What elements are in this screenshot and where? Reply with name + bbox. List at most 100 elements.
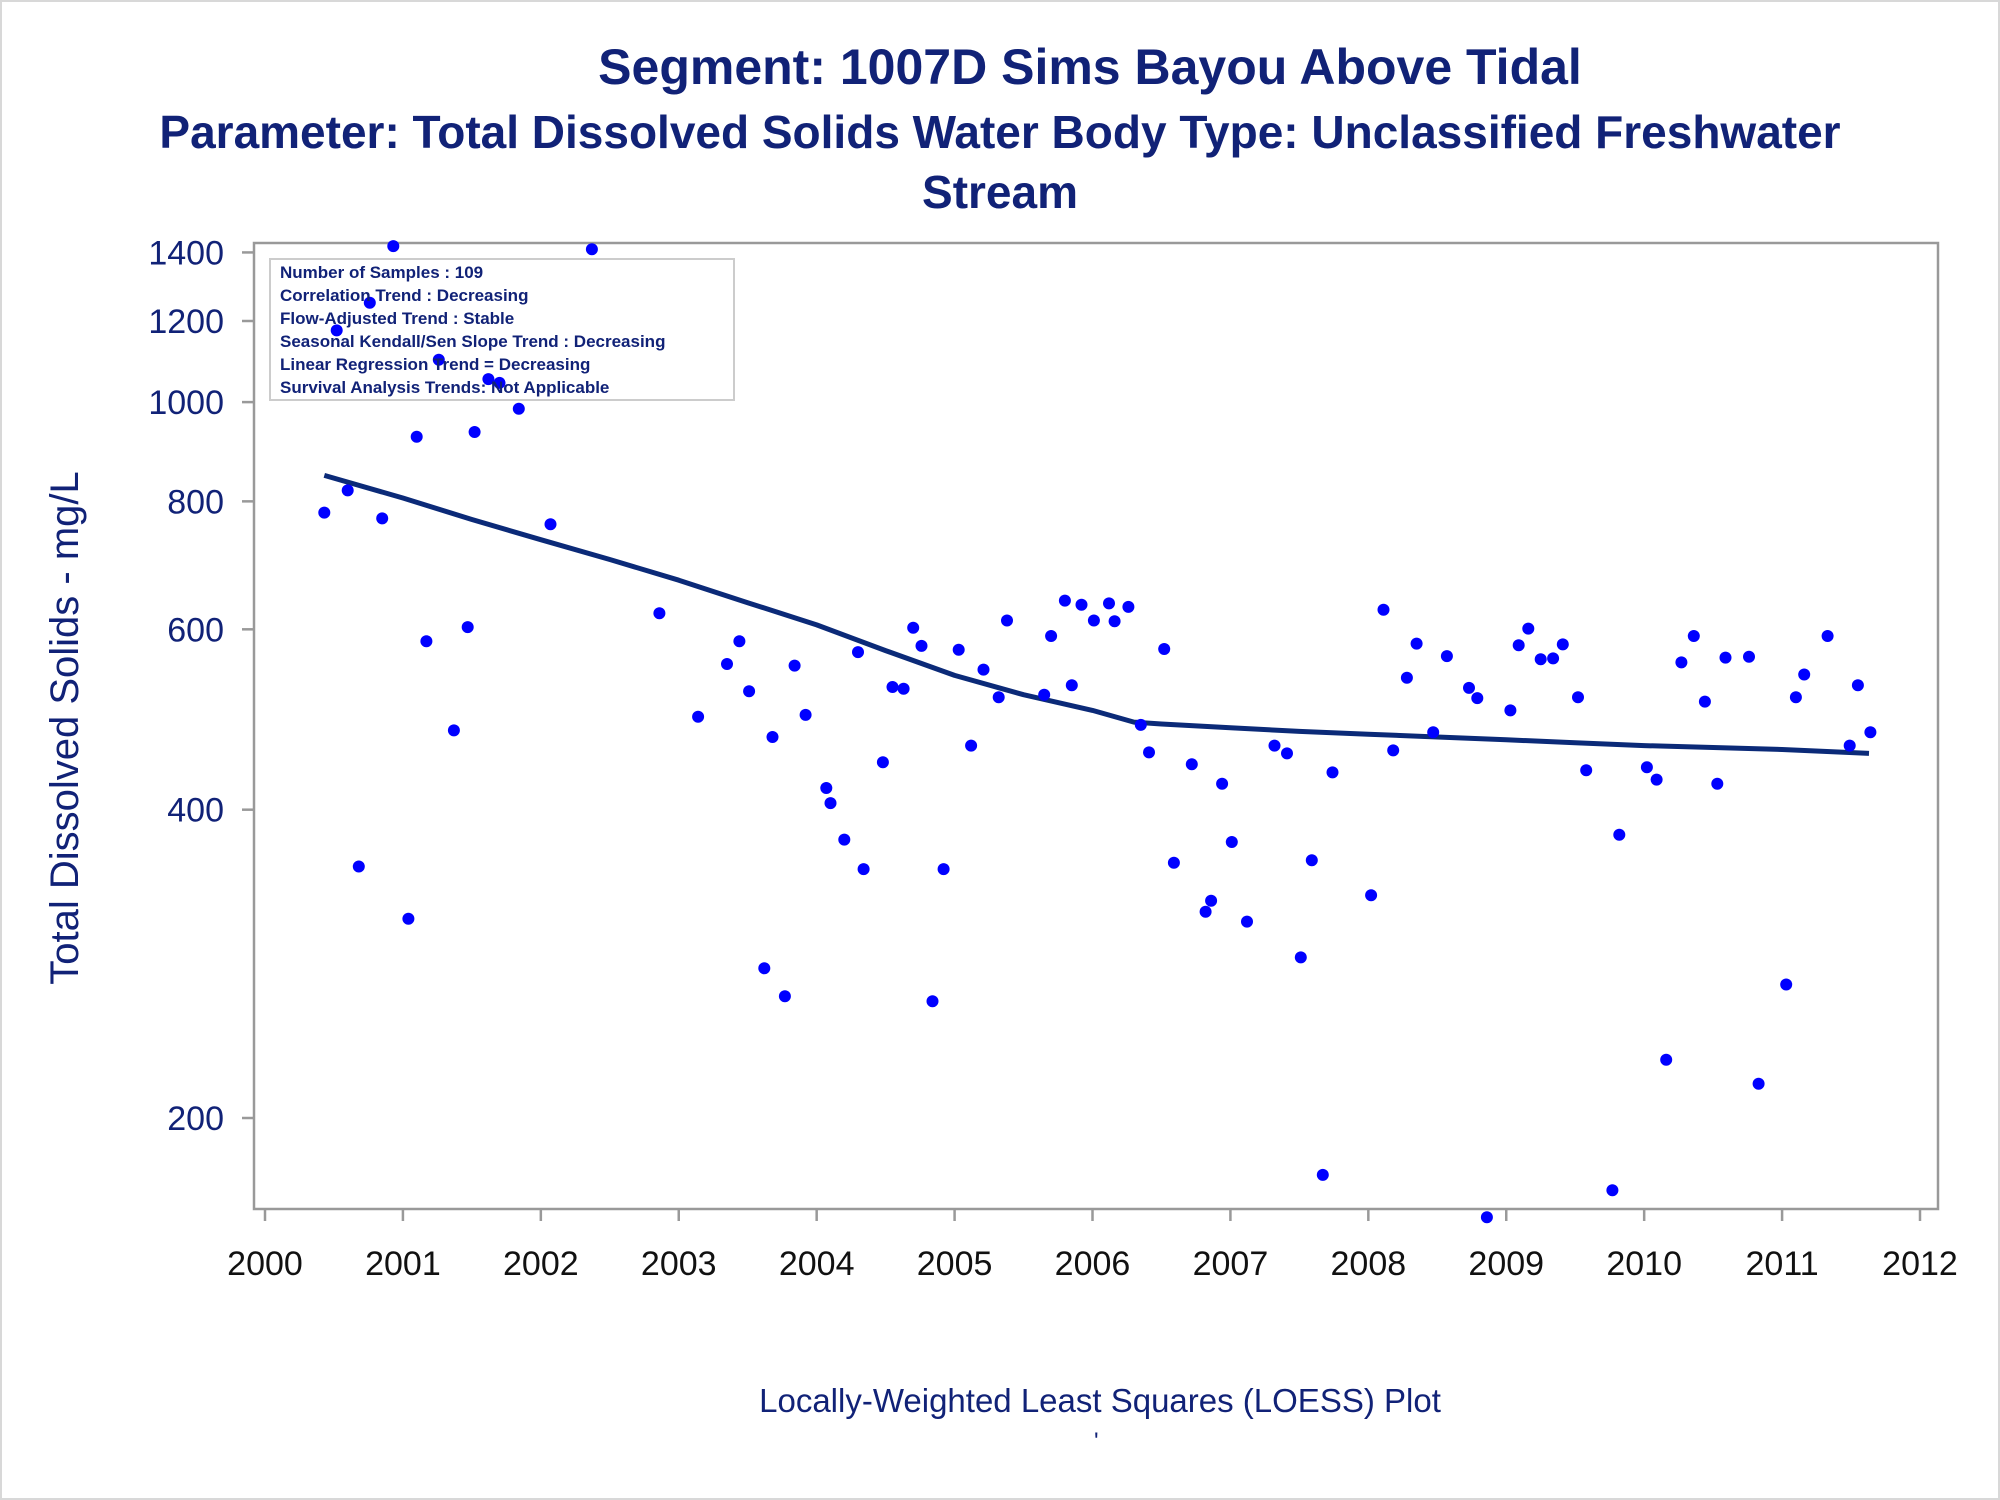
- data-point: [1719, 651, 1732, 664]
- data-point: [1711, 777, 1724, 790]
- footer-caption: Locally-Weighted Least Squares (LOESS) P…: [759, 1382, 1441, 1419]
- data-point: [1580, 764, 1593, 777]
- stats-line-correlation: Correlation Trend : Decreasing: [280, 286, 528, 305]
- data-point: [420, 635, 433, 648]
- data-point: [1103, 597, 1115, 610]
- data-point: [1241, 915, 1253, 928]
- y-tick-label: 1000: [148, 384, 224, 422]
- data-point: [1752, 1077, 1765, 1090]
- data-point: [1504, 704, 1517, 717]
- data-point: [352, 860, 365, 873]
- data-point: [915, 639, 928, 652]
- data-point: [1556, 638, 1569, 651]
- data-point: [1572, 691, 1584, 704]
- data-point: [1650, 773, 1663, 786]
- y-axis-label: Total Dissolved Solids - mg/L: [43, 471, 87, 985]
- data-point: [886, 681, 899, 693]
- data-point: [447, 724, 460, 737]
- data-point: [461, 621, 474, 634]
- data-point: [1365, 889, 1378, 902]
- data-point: [653, 607, 666, 620]
- data-point: [820, 782, 833, 794]
- loess-series: [323, 472, 1870, 756]
- plot-area: [252, 241, 1940, 1211]
- data-point: [937, 863, 950, 876]
- x-tick-label: 2001: [365, 1245, 441, 1283]
- data-point: [1065, 679, 1078, 692]
- data-point: [1843, 739, 1856, 752]
- data-point: [1205, 894, 1218, 907]
- data-point: [363, 296, 376, 309]
- data-point: [1780, 978, 1793, 991]
- data-point: [965, 739, 978, 752]
- data-point: [758, 962, 771, 975]
- data-point: [992, 691, 1005, 704]
- data-point: [1305, 854, 1318, 867]
- data-point: [926, 995, 939, 1008]
- data-point: [1675, 656, 1688, 669]
- data-point: [692, 710, 705, 723]
- y-tick-label: 400: [167, 792, 224, 830]
- data-point: [1660, 1053, 1673, 1066]
- data-point: [432, 353, 445, 366]
- data-point: [410, 430, 423, 443]
- data-point: [402, 912, 415, 925]
- y-tick-label: 800: [167, 483, 224, 521]
- data-point: [1225, 836, 1238, 848]
- data-point: [1326, 766, 1339, 779]
- data-point: [493, 376, 506, 389]
- data-point: [778, 990, 791, 1003]
- data-point: [852, 646, 864, 659]
- data-point: [1087, 614, 1100, 627]
- data-point: [1687, 630, 1700, 642]
- data-point: [977, 663, 990, 676]
- data-point: [1789, 691, 1802, 704]
- data-point: [1001, 614, 1013, 627]
- data-point: [1038, 688, 1051, 701]
- data-point: [1400, 671, 1413, 684]
- data-point: [1821, 630, 1834, 642]
- stats-box: Number of Samples : 109 Correlation Tren…: [269, 258, 735, 401]
- chart-subtitle-continued: Stream: [922, 166, 1078, 218]
- y-tick-label: 200: [167, 1100, 224, 1138]
- data-point: [1640, 761, 1653, 774]
- data-point: [318, 506, 331, 519]
- data-point: [1512, 639, 1525, 652]
- data-point: [1216, 777, 1229, 790]
- data-point: [876, 756, 889, 769]
- data-point: [1471, 692, 1484, 705]
- stats-line-survival: Survival Analysis Trends: Not Applicable: [280, 378, 609, 397]
- x-tick-label: 2000: [227, 1245, 303, 1283]
- data-point: [1480, 1211, 1493, 1224]
- y-axis: 200 400 600 800 1000 1200 1400: [148, 234, 254, 1138]
- data-point: [1743, 650, 1755, 663]
- data-point: [330, 324, 343, 337]
- data-point: [1387, 744, 1400, 757]
- data-point: [1185, 758, 1198, 771]
- data-point: [1698, 695, 1711, 708]
- x-axis: 2000 2001 2002 2003 2004 2005 2006 2007 2008 2009…: [227, 1209, 1958, 1283]
- data-point: [1122, 600, 1135, 613]
- data-point: [952, 643, 965, 656]
- data-point: [1316, 1168, 1329, 1181]
- data-point: [1534, 653, 1547, 666]
- y-tick-label: 600: [167, 611, 224, 649]
- data-point: [799, 708, 812, 721]
- x-tick-label: 2005: [917, 1245, 993, 1283]
- data-point: [544, 518, 557, 531]
- data-point: [376, 512, 389, 525]
- x-tick-label: 2003: [641, 1245, 717, 1283]
- x-tick-label: 2012: [1882, 1245, 1958, 1283]
- data-point: [387, 240, 400, 253]
- stats-line-samples: Number of Samples : 109: [280, 263, 483, 282]
- data-point: [1613, 828, 1626, 841]
- data-point: [907, 621, 920, 634]
- x-tick-label: 2004: [779, 1245, 855, 1283]
- x-tick-label: 2011: [1746, 1245, 1819, 1283]
- data-point: [1864, 726, 1877, 739]
- data-point: [1281, 747, 1293, 760]
- data-point: [1606, 1184, 1619, 1197]
- data-point: [1440, 650, 1453, 663]
- data-point: [721, 658, 733, 670]
